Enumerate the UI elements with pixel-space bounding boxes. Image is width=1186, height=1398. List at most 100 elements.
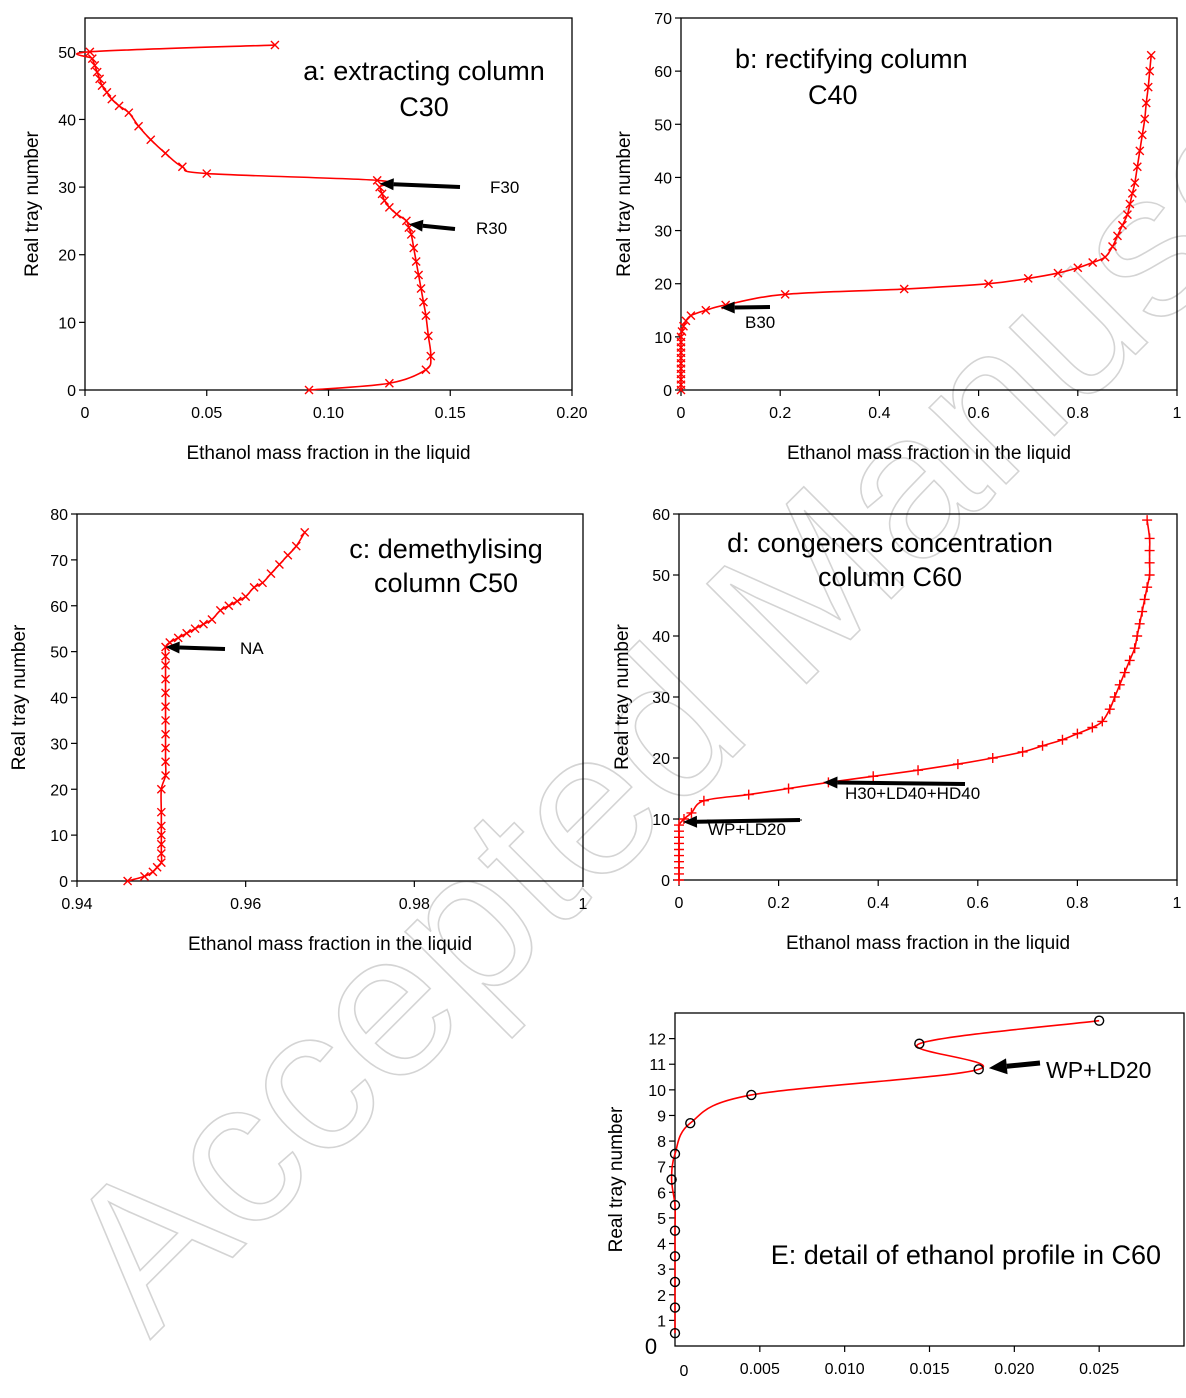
series-line-b <box>680 55 1153 391</box>
data-point-d <box>783 783 794 794</box>
data-point-d <box>1124 655 1135 666</box>
data-point-c <box>156 848 166 858</box>
y-tick-label-a: 10 <box>58 315 76 332</box>
data-point-a <box>421 311 431 321</box>
data-point-a <box>124 108 134 118</box>
data-point-d <box>1132 631 1143 641</box>
data-point-a <box>418 297 428 307</box>
data-point-a <box>372 175 382 185</box>
data-point-e <box>746 1089 757 1101</box>
data-point-b <box>984 279 994 289</box>
data-point-a <box>411 256 421 266</box>
data-point-d <box>1057 734 1068 745</box>
data-point-d <box>1104 704 1115 715</box>
y-tick-label-b: 70 <box>654 11 672 28</box>
data-point-b <box>1130 178 1140 188</box>
chart-c: 0 10 20 30 40 50 60 70 80 0.94 0.96 0.98 1 Ethanol ma… <box>9 507 588 955</box>
data-point-d <box>1134 618 1145 629</box>
data-point-b <box>1135 146 1145 156</box>
x-tick-label-d: 0.8 <box>1066 895 1088 912</box>
data-point-c <box>161 770 171 780</box>
data-point-d <box>987 753 998 763</box>
data-point-b <box>1127 188 1137 198</box>
data-point-c <box>161 702 171 712</box>
x-tick-label-b: 1 <box>1173 405 1182 422</box>
data-point-c <box>232 596 242 606</box>
annotation-arrowhead-d <box>823 776 838 789</box>
data-point-d <box>1072 728 1083 739</box>
x-tick-label-d: 0.2 <box>767 895 789 912</box>
data-point-e <box>973 1064 984 1075</box>
data-point-a <box>90 60 100 70</box>
data-point-a <box>92 67 102 77</box>
data-point-a <box>97 81 107 91</box>
annotation-label-a: F30 <box>490 178 519 197</box>
panel-title-d: d: congeners concentration <box>727 528 1053 558</box>
y-tick-label-d: 30 <box>652 690 670 707</box>
y-tick-label-b: 0 <box>663 383 672 400</box>
data-point-a <box>146 135 156 145</box>
data-point-e <box>669 1199 681 1211</box>
data-point-a <box>107 94 117 104</box>
x-tick-label-b: 0.8 <box>1067 405 1089 422</box>
y-axis-label-a: Real tray number <box>22 130 43 276</box>
data-point-c <box>173 633 183 643</box>
data-point-b <box>1125 199 1135 209</box>
data-point-d <box>1119 667 1130 678</box>
data-point-a <box>392 209 402 219</box>
data-point-d <box>698 795 709 806</box>
data-point-e <box>685 1117 696 1129</box>
data-point-c <box>161 660 171 670</box>
y-tick-label-d: 20 <box>652 751 670 768</box>
x-tick-label-d: 0.4 <box>867 895 889 912</box>
y-tick-label-a: 20 <box>58 248 76 265</box>
data-point-c <box>215 605 225 615</box>
data-point-c <box>241 592 251 602</box>
data-point-b <box>1122 210 1132 220</box>
x-tick-label-b: 0.6 <box>967 405 989 422</box>
panel-title-b: b: rectifying column <box>735 44 968 74</box>
data-point-d <box>1109 692 1120 702</box>
data-point-c <box>161 715 171 725</box>
y-tick-label-e: 4 <box>657 1237 666 1254</box>
y-tick-label-c: 40 <box>50 691 68 708</box>
y-tick-label-a: 0 <box>67 383 76 400</box>
data-point-e <box>666 1174 677 1185</box>
x-tick-label-c: 0.94 <box>61 896 92 913</box>
data-point-c <box>161 688 171 698</box>
data-point-b <box>1073 263 1083 273</box>
annotation-arrow-e <box>1006 1060 1041 1069</box>
y-tick-label-b: 60 <box>654 64 672 81</box>
annotation-arrowhead-d <box>682 815 698 828</box>
data-point-a <box>426 351 436 361</box>
data-point-d <box>913 765 924 776</box>
annotation-arrowhead-a <box>408 219 424 232</box>
y-tick-label-d: 60 <box>652 507 670 524</box>
data-point-b <box>1143 82 1153 92</box>
y-tick-label-e: 6 <box>657 1185 666 1202</box>
y-tick-label-c: 10 <box>50 828 68 845</box>
data-point-c <box>156 830 166 840</box>
data-point-b <box>686 311 696 321</box>
x-tick-label-b: 0 <box>677 405 686 422</box>
data-point-b <box>1053 268 1063 278</box>
data-point-c <box>190 624 200 634</box>
data-point-c <box>161 757 171 767</box>
data-point-d <box>1087 722 1098 733</box>
data-point-c <box>207 615 217 625</box>
data-point-a <box>270 40 280 50</box>
y-tick-label-a: 30 <box>58 180 76 197</box>
x-tick-label-e: 0.010 <box>825 1361 865 1378</box>
y-tick-label-c: 0 <box>59 874 68 891</box>
data-point-e <box>914 1038 925 1049</box>
annotation-arrow-c <box>179 645 226 651</box>
data-point-b <box>1140 114 1150 124</box>
x-axis-label-b: Ethanol mass fraction in the liquid <box>787 443 1071 464</box>
y-tick-label-e: 5 <box>657 1211 666 1228</box>
data-point-d <box>686 807 697 818</box>
data-point-e <box>669 1225 681 1236</box>
data-point-e <box>669 1302 681 1313</box>
y-tick-label-e: 3 <box>657 1262 666 1279</box>
data-point-a <box>95 74 105 84</box>
annotation-arrow-a <box>422 223 456 231</box>
